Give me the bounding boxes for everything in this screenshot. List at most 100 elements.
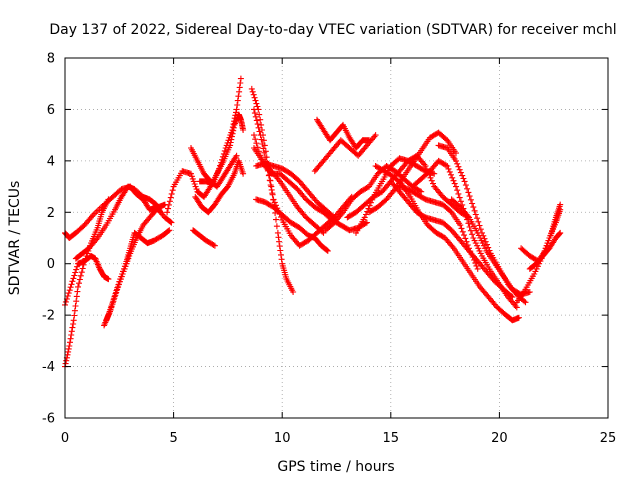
data-point [64,293,71,299]
data-point [461,232,467,239]
data-point [477,226,484,233]
data-point [461,178,468,185]
x-tick-label: 5 [169,431,177,446]
data-point [462,235,469,242]
data-point [226,134,233,141]
data-point [72,269,79,276]
data-point [417,188,423,194]
data-point [220,150,227,157]
data-point [222,145,229,151]
data-point [269,191,276,198]
data-point [69,278,76,285]
y-axis-label: SDTVAR / TECUs [7,181,23,296]
data-point [275,234,282,241]
data-point [362,220,369,227]
data-point [364,208,371,215]
data-point [248,85,255,92]
data-point [422,163,429,169]
data-point [444,163,451,169]
series-pass-19 [311,132,379,175]
data-point [446,168,453,175]
data-point [260,145,267,152]
data-point [123,260,130,267]
data-point [166,198,173,205]
data-point [225,137,232,144]
data-point [70,321,77,327]
data-point [484,241,490,248]
data-point [167,218,174,225]
data-point [482,238,489,245]
data-point [229,127,236,133]
data-point [469,254,476,261]
data-point [231,118,238,125]
chart-title: Day 137 of 2022, Sidereal Day-to-day VTE… [49,22,616,38]
data-point [253,100,260,107]
data-point [454,160,461,167]
data-point [71,307,78,314]
data-point [455,190,462,197]
data-point [109,301,116,308]
data-point [252,113,259,120]
data-point [366,202,373,209]
data-point [467,196,474,203]
data-point [273,223,280,230]
data-point [240,170,247,177]
data-marks [62,75,564,370]
data-point [556,230,563,237]
data-point [472,211,479,218]
axis-ticks: 0 5 10 15 20 25 -6 -4 -2 0 2 4 6 8 [42,52,616,447]
data-point [115,283,122,290]
data-point [188,173,195,180]
data-point [67,284,74,291]
data-point [105,196,112,203]
data-point [253,117,260,124]
data-point [168,190,175,197]
data-point [545,237,552,244]
data-point [165,205,171,212]
data-point [66,343,73,349]
data-point [230,121,237,128]
data-point [556,231,562,238]
data-point [430,180,436,187]
y-tick-label: -4 [42,360,55,375]
data-point [477,235,484,241]
data-point [73,266,80,273]
data-point [464,185,471,192]
data-point [275,177,282,183]
data-point [111,295,118,302]
data-point [72,303,79,309]
data-point [522,299,529,306]
data-point [73,293,80,300]
data-point [77,272,84,279]
data-point [330,213,337,220]
data-point [251,94,258,101]
data-point [457,222,464,229]
data-point [448,171,454,178]
y-tick-label: 4 [47,154,55,169]
series-pass-11 [196,75,244,187]
data-point [515,314,522,321]
data-point [456,166,463,173]
data-point [68,332,75,338]
data-point [169,187,176,194]
y-tick-label: -6 [42,412,55,427]
y-tick-label: -2 [42,309,55,324]
data-point [479,240,486,247]
data-point [164,209,171,216]
data-point [249,88,256,95]
data-point [78,269,85,276]
data-point [451,180,458,187]
data-point [521,298,528,305]
data-point [219,153,226,160]
data-point [324,247,331,254]
data-point [236,84,243,91]
data-point [482,245,489,252]
data-point [465,189,472,196]
data-point [472,260,479,266]
data-point [74,263,81,270]
data-point [119,271,126,277]
data-point [106,309,113,316]
x-tick-label: 15 [383,431,400,446]
data-point [254,103,261,110]
